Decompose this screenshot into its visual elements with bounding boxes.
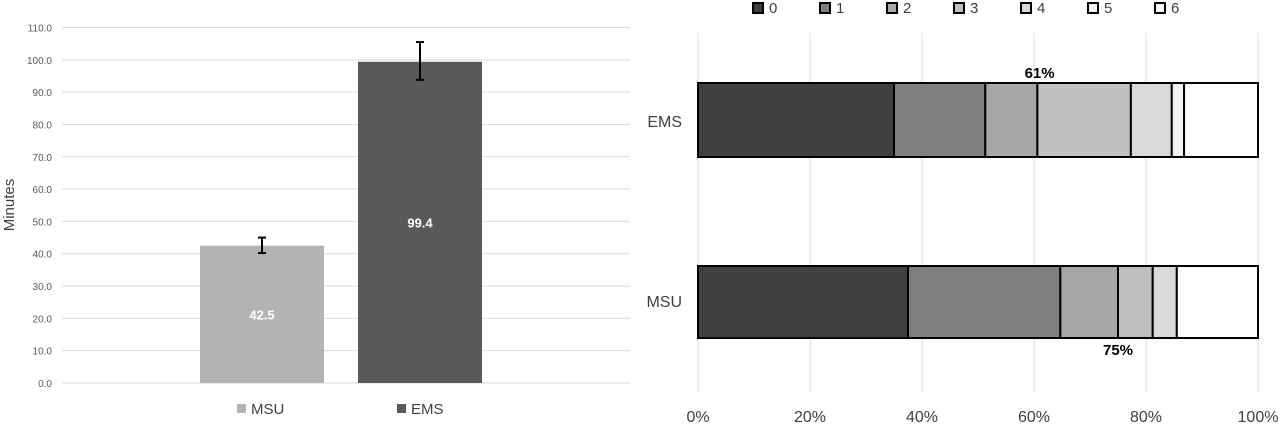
legend-label: EMS [411,401,444,418]
legend-swatch-5 [1087,2,1099,14]
y-tick-label: 50.0 [33,217,53,228]
legend-label: 3 [970,0,978,17]
segment-ems-6 [1183,82,1259,158]
legend-label: 4 [1037,0,1045,17]
legend-swatch-msu [237,404,246,413]
mean-time-bar-chart: 0.0 10.0 20.0 30.0 40.0 50.0 60.0 70.0 80.0 90.0 1… [1,24,630,418]
bar-value-label: 42.5 [249,307,274,322]
legend-swatch-6 [1154,2,1166,14]
y-axis-title: Minutes [1,179,18,232]
y-tick-label: 30.0 [33,282,53,293]
y-tick-label: 80.0 [33,120,53,131]
segment-msu-1 [907,265,1062,339]
x-tick-label: 80% [1130,409,1162,425]
x-tick-label: 60% [1018,409,1050,425]
segment-msu-6 [1175,265,1260,339]
y-tick-label: 40.0 [33,250,53,261]
category-label-msu: MSU [646,294,682,311]
segment-msu-3 [1117,265,1154,339]
segment-msu-4 [1151,265,1178,339]
legend-label: 6 [1171,0,1179,17]
category-label-ems: EMS [647,114,682,131]
segment-msu-2 [1059,265,1119,339]
y-tick-label: 0.0 [38,379,52,390]
segment-ems-5 [1170,82,1186,158]
legend-swatch-2 [886,2,898,14]
segment-ems-2 [984,82,1039,158]
legend-label: 0 [769,0,777,17]
segment-msu-0 [697,265,909,339]
percent-annotation: 61% [1025,65,1055,82]
y-tick-label: 90.0 [33,88,53,99]
legend-swatch-1 [819,2,831,14]
legend-swatch-0 [752,2,764,14]
legend-swatch-4 [1020,2,1032,14]
y-tick-label: 70.0 [33,153,53,164]
legend-label: 2 [903,0,911,17]
legend-swatch-ems [397,404,406,413]
x-tick-label: 0% [686,409,709,425]
segment-ems-0 [697,82,895,158]
segment-ems-4 [1129,82,1173,158]
x-tick-label: 20% [794,409,826,425]
y-tick-label: 60.0 [33,185,53,196]
legend-label: 5 [1104,0,1112,17]
y-tick-label: 20.0 [33,314,53,325]
segment-ems-3 [1036,82,1132,158]
y-tick-label: 10.0 [33,347,53,358]
y-tick-label: 100.0 [27,56,52,67]
legend-swatch-3 [953,2,965,14]
y-tick-label: 110.0 [28,24,53,35]
bar-ems [358,61,482,384]
legend-label: MSU [251,401,284,418]
x-tick-label: 100% [1238,409,1279,425]
x-tick-label: 40% [906,409,938,425]
segment-ems-1 [893,82,987,158]
percent-annotation: 75% [1103,342,1133,359]
bar-value-label: 99.4 [407,215,433,230]
bar-msu [200,245,324,383]
legend-label: 1 [836,0,844,17]
